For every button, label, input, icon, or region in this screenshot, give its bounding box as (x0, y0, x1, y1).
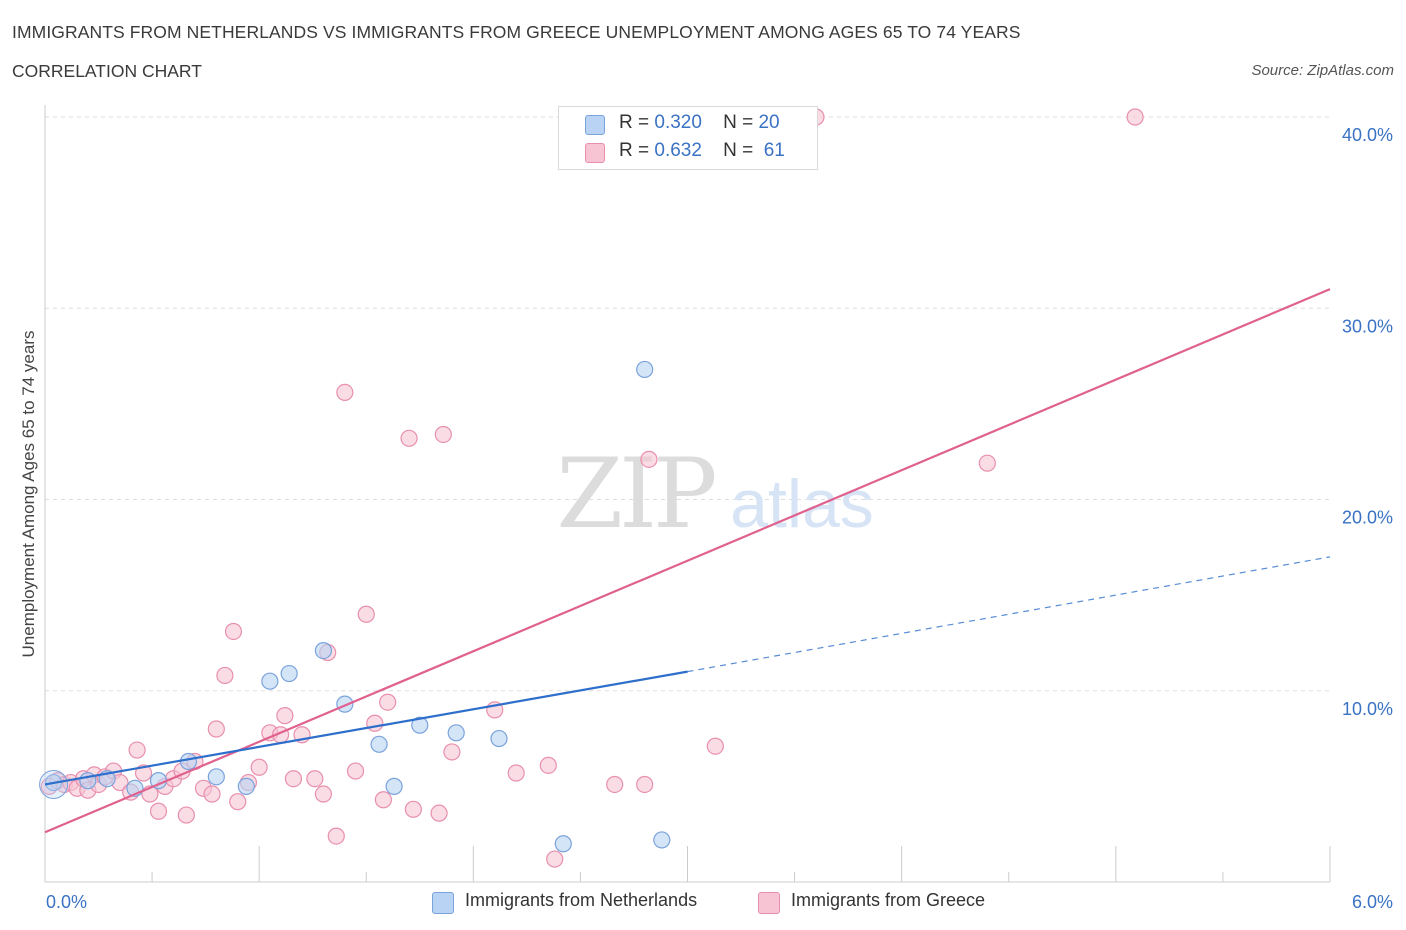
y-tick-label: 20.0% (1342, 508, 1393, 528)
data-point-greece (640, 450, 658, 468)
data-point-greece (606, 775, 624, 794)
data-point-greece (207, 720, 225, 738)
axis-layer (44, 105, 1331, 883)
netherlands-series (39, 360, 671, 853)
watermark-zip: ZIP (556, 438, 715, 550)
trendline-netherlands-extension (687, 556, 1331, 673)
bottom-legend-swatch-netherlands (432, 892, 454, 914)
data-point-greece (400, 429, 418, 447)
data-point-netherlands (636, 360, 654, 379)
data-point-netherlands (653, 831, 671, 849)
bottom-legend-swatch-greece (758, 892, 780, 914)
data-point-greece (374, 791, 392, 809)
data-point-greece (314, 785, 333, 803)
data-point-greece (539, 756, 557, 774)
trendline-netherlands (44, 670, 688, 786)
y-axis-label: Unemployment Among Ages 65 to 74 years (19, 331, 38, 658)
chart-title: IMMIGRANTS FROM NETHERLANDS VS IMMIGRANT… (12, 22, 1021, 42)
data-point-greece (134, 764, 153, 782)
data-point-netherlands (314, 641, 333, 660)
data-point-greece (276, 707, 294, 725)
data-point-netherlands (447, 724, 465, 742)
data-point-greece (229, 793, 247, 811)
data-point-greece (379, 693, 397, 711)
data-point-netherlands (179, 752, 198, 771)
grid-layer (45, 116, 1330, 692)
data-point-netherlands (280, 664, 298, 683)
data-point-greece (706, 737, 724, 755)
trend-lines (44, 288, 1331, 834)
data-point-greece (357, 605, 375, 623)
data-point-greece (177, 806, 195, 824)
y-tick-label: 40.0% (1342, 125, 1393, 145)
data-point-netherlands (490, 729, 508, 748)
data-point-greece (546, 850, 564, 868)
data-point-netherlands (261, 672, 279, 690)
data-point-netherlands (370, 735, 388, 753)
data-point-greece (224, 622, 243, 641)
source-label: Source: ZipAtlas.com (1251, 62, 1394, 79)
data-point-greece (128, 741, 146, 759)
legend-text-netherlands: R = 0.320 N = 20 (619, 112, 780, 133)
data-point-greece (1126, 108, 1144, 126)
data-point-greece (149, 802, 168, 820)
data-point-greece (250, 758, 268, 776)
data-point-greece (507, 764, 525, 782)
data-point-greece (306, 770, 324, 788)
data-point-greece (327, 827, 345, 845)
data-point-greece (978, 454, 996, 472)
data-point-netherlands (554, 835, 572, 853)
data-point-netherlands (411, 716, 429, 734)
data-point-greece (336, 383, 354, 401)
bottom-legend-label-greece: Immigrants from Greece (791, 890, 986, 910)
tick-labels: 10.0% 20.0% 30.0% 40.0% 0.0% 6.0% (46, 125, 1393, 912)
trendline-greece (44, 288, 1331, 834)
legend-swatch-netherlands (585, 115, 605, 135)
data-point-greece (346, 762, 365, 780)
data-point-netherlands (237, 777, 255, 795)
legend-swatch-greece (585, 143, 605, 163)
data-point-netherlands (207, 768, 225, 786)
data-point-netherlands (385, 777, 403, 795)
y-tick-label: 30.0% (1342, 316, 1393, 336)
data-point-greece (434, 425, 452, 444)
data-point-greece (203, 785, 221, 803)
data-point-greece (430, 804, 448, 822)
chart-subtitle: CORRELATION CHART (12, 61, 202, 81)
correlation-legend: R = 0.320 N = 20 R = 0.632 N = 61 (558, 106, 818, 170)
x-tick-label: 0.0% (46, 892, 87, 912)
legend-text-greece: R = 0.632 N = 61 (619, 140, 785, 161)
data-point-netherlands-cluster (39, 769, 69, 799)
data-point-greece (443, 743, 461, 761)
data-point-greece (636, 775, 654, 794)
watermark: ZIP atlas (556, 438, 873, 550)
x-tick-label: 6.0% (1352, 892, 1393, 912)
y-tick-label: 10.0% (1342, 699, 1393, 719)
data-point-greece (284, 770, 303, 788)
data-point-greece (216, 666, 234, 685)
data-point-greece (366, 714, 384, 732)
watermark-atlas: atlas (730, 466, 874, 542)
bottom-legend-label-netherlands: Immigrants from Netherlands (465, 890, 698, 910)
data-point-greece (404, 800, 422, 818)
